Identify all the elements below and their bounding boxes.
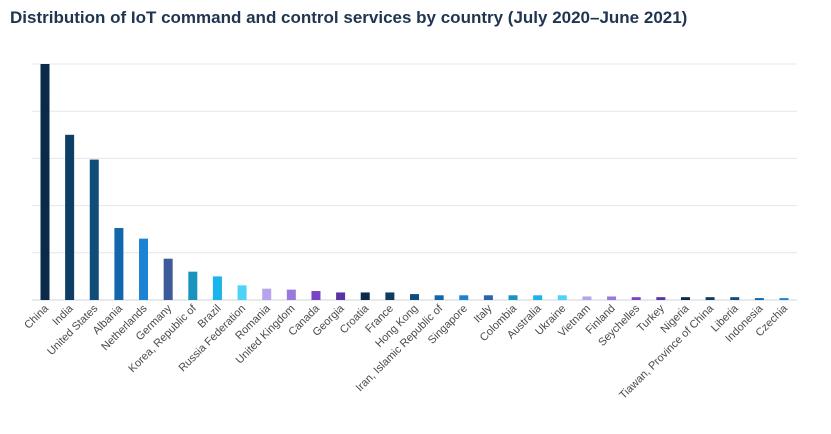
bar	[311, 291, 321, 300]
bar	[163, 258, 173, 300]
bar	[336, 292, 346, 300]
bar	[705, 297, 715, 300]
bar	[533, 295, 543, 300]
bar	[607, 296, 617, 300]
bar	[508, 295, 518, 300]
bar	[139, 238, 149, 300]
bar	[582, 296, 592, 300]
bar	[212, 276, 222, 300]
bars	[40, 64, 789, 300]
bar	[730, 297, 740, 300]
bar	[557, 295, 567, 300]
bar	[286, 289, 296, 300]
bar	[237, 285, 247, 300]
bar	[754, 298, 764, 300]
bar	[483, 295, 493, 300]
bar	[656, 297, 666, 300]
chart-title: Distribution of IoT command and control …	[10, 8, 688, 27]
bar	[360, 292, 370, 300]
bar	[434, 295, 444, 300]
bar	[262, 288, 272, 300]
bar	[631, 297, 641, 300]
bar	[779, 298, 789, 300]
bar	[114, 228, 124, 300]
x-tick-label: China	[22, 302, 51, 331]
bar	[89, 159, 99, 300]
bar	[410, 294, 419, 300]
bar	[459, 295, 469, 300]
bar	[188, 271, 198, 300]
bar	[385, 292, 395, 300]
bar	[680, 297, 690, 300]
bar	[40, 64, 50, 300]
bar	[65, 134, 75, 300]
